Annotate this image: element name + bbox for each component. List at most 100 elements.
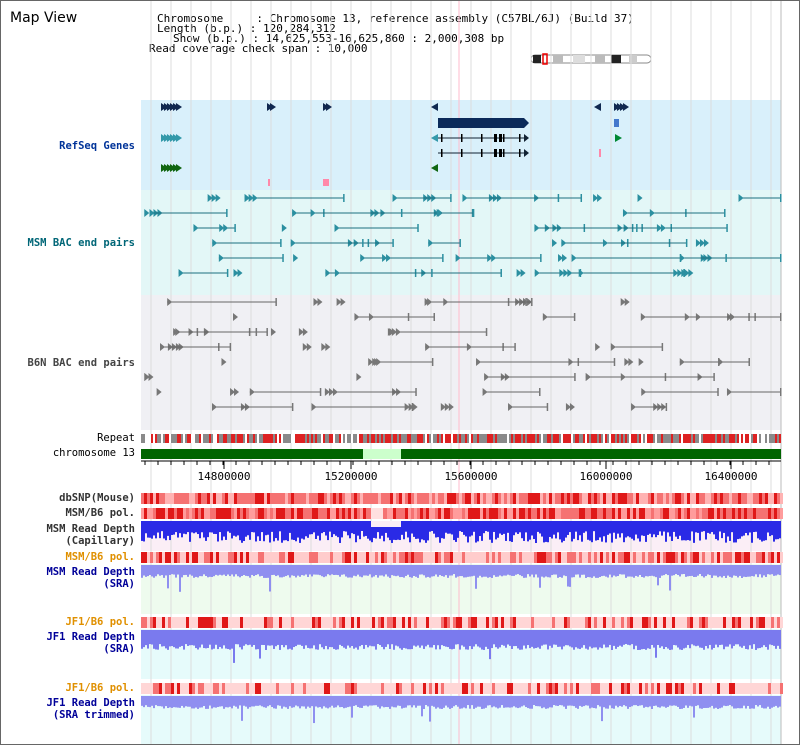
- msm-capillary-depth-bar: [321, 521, 323, 534]
- dbsnp-segment: [327, 493, 330, 504]
- jf1-trimmed-depth-bar: [697, 696, 699, 706]
- msm-capillary-depth-bar: [657, 521, 659, 536]
- bac-end: [211, 194, 217, 202]
- msm-capillary-depth-bar: [401, 521, 403, 535]
- msm-capillary-depth-gap: [377, 521, 379, 527]
- bac-end: [328, 388, 334, 396]
- jf1-trimmed-depth-bar: [167, 696, 169, 709]
- msm-sra-depth-bar: [207, 565, 209, 578]
- jf1-trimmed-depth-bar: [549, 696, 551, 708]
- msm-pol-segment: [216, 508, 219, 519]
- bac-end: [613, 358, 616, 366]
- jf1-trimmed-depth-bar: [705, 696, 707, 708]
- msm-sra-depth-bar: [235, 565, 237, 575]
- msm-sra-depth-bar: [587, 565, 589, 578]
- jf1-pol-2-segment: [336, 683, 339, 694]
- dbsnp-segment: [372, 493, 375, 504]
- jf1-sra-depth-bar: [241, 630, 243, 650]
- msm-pol-segment: [471, 508, 474, 519]
- msm-pol-segment: [450, 508, 453, 519]
- repeat-segment: [741, 434, 743, 443]
- bac-end: [684, 313, 690, 321]
- msm-pol-segment: [480, 508, 483, 519]
- jf1-pol-2-segment: [642, 683, 645, 694]
- jf1-pol-segment: [606, 617, 609, 628]
- msm-pol-sra-segment: [252, 552, 255, 563]
- repeat-segment: [579, 434, 581, 443]
- msm-sra-depth-bar: [431, 565, 433, 577]
- jf1-sra-depth-bar: [437, 630, 439, 646]
- msm-pol-segment: [189, 508, 192, 519]
- msm-capillary-depth-bar: [281, 521, 283, 543]
- bac-end: [207, 194, 213, 202]
- msm-capillary-depth-bar: [171, 521, 173, 536]
- msm-sra-depth-bar: [541, 565, 543, 577]
- dbsnp-segment: [150, 493, 153, 504]
- msm-sra-depth-bar: [201, 565, 203, 577]
- msm-sra-depth-bar: [619, 565, 621, 575]
- msm-sra-depth-bar: [403, 565, 405, 578]
- msm-capillary-depth-bar: [383, 521, 385, 542]
- msm-sra-depth-bar: [467, 565, 469, 577]
- repeat-segment: [595, 434, 597, 443]
- msm-pol-sra-segment: [372, 552, 375, 563]
- jf1-trimmed-depth-bar: [357, 696, 359, 707]
- msm-capillary-depth-bar: [205, 521, 207, 541]
- jf1-trimmed-depth-bar: [399, 696, 401, 706]
- jf1-trimmed-depth-bar: [393, 696, 395, 708]
- jf1-pol-2-segment: [222, 683, 225, 694]
- b6n-bac-label: B6N BAC end pairs: [27, 357, 135, 369]
- bac-end: [563, 269, 569, 277]
- dbsnp-segment: [375, 493, 378, 504]
- repeat-segment: [395, 434, 397, 443]
- jf1-trimmed-depth-bar: [429, 696, 431, 722]
- dbsnp-segment: [741, 493, 744, 504]
- jf1-sra-depth-bar: [191, 630, 193, 646]
- msm-sra-depth-bar: [501, 565, 503, 577]
- bac-end: [392, 239, 394, 247]
- jf1-depth-trimmed-label: JF1 Read Depth: [46, 697, 135, 709]
- dbsnp-segment: [408, 493, 411, 504]
- msm-sra-depth-bar: [701, 565, 703, 577]
- dbsnp-segment: [471, 493, 474, 504]
- msm-pol-segment: [192, 508, 195, 519]
- repeat-segment: [613, 434, 615, 443]
- bac-end: [661, 343, 664, 351]
- info-length: Length (b.p.) : 120,284,312: [157, 22, 336, 35]
- repeat-segment: [677, 434, 679, 443]
- dbsnp-segment: [657, 493, 660, 504]
- bac-end: [620, 373, 626, 381]
- jf1-pol-segment: [465, 617, 468, 628]
- bac-end: [462, 194, 468, 202]
- msm-pol-sra-segment: [294, 552, 297, 563]
- gene-arrow: [594, 103, 601, 111]
- repeat-segment: [171, 434, 173, 443]
- bac-end: [415, 388, 417, 396]
- msm-pol-segment: [201, 508, 204, 519]
- jf1-trimmed-depth-bar: [153, 696, 155, 709]
- jf1-trimmed-depth-bar: [699, 696, 701, 709]
- jf1-trimmed-depth-bar: [221, 696, 223, 707]
- msm-pol-sra-segment: [690, 552, 693, 563]
- repeat-segment: [591, 434, 593, 443]
- jf1-pol-2-segment: [567, 683, 570, 694]
- msm-pol-segment: [477, 508, 480, 519]
- dbsnp-segment: [582, 493, 585, 504]
- msm-sra-depth-bar: [415, 565, 417, 577]
- msm-pol-sra-segment: [171, 552, 174, 563]
- dbsnp-segment: [306, 493, 309, 504]
- jf1-sra-depth-bar: [671, 630, 673, 650]
- msm-capillary-depth-gap: [379, 521, 381, 527]
- msm-pol-sra-segment: [768, 552, 771, 563]
- repeat-segment: [305, 434, 307, 443]
- jf1-sra-depth-bar: [177, 630, 179, 649]
- msm-capillary-depth-bar: [709, 521, 711, 534]
- dbsnp-segment: [630, 493, 633, 504]
- msm-capillary-depth-bar: [457, 521, 459, 538]
- jf1-trimmed-depth-bar: [277, 696, 279, 706]
- msm-pol-sra-segment: [231, 552, 234, 563]
- msm-sra-depth-bar: [243, 565, 245, 576]
- jf1-trimmed-depth-bar: [179, 696, 181, 708]
- dbsnp-segment: [771, 493, 774, 504]
